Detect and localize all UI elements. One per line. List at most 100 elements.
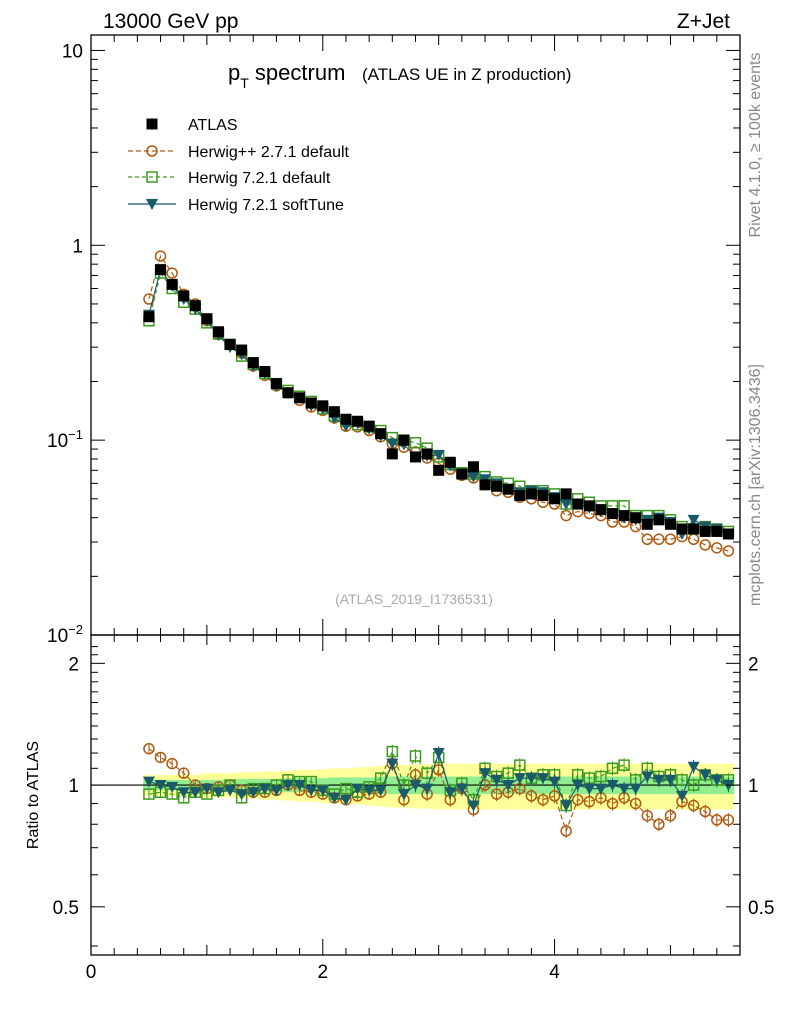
ratio-point-softtune — [235, 789, 248, 801]
ratio-point-herwig721 — [340, 782, 352, 795]
y-tick-label-ratio: 2 — [68, 654, 79, 675]
point-atlas — [630, 512, 642, 524]
ratio-point-softtune — [455, 783, 468, 795]
point-atlas — [456, 468, 468, 480]
ratio-point-softtune — [687, 761, 700, 773]
point-atlas — [166, 278, 178, 290]
ratio-point-herwigpp — [664, 809, 677, 822]
chart-title: pT spectrum — [228, 60, 345, 91]
x-tick-label: 4 — [549, 962, 560, 983]
point-herwigpp — [154, 250, 167, 262]
point-atlas — [433, 464, 445, 476]
ratio-point-softtune — [282, 780, 295, 792]
ratio-point-softtune — [258, 783, 271, 795]
ratio-point-herwigpp — [560, 825, 572, 837]
point-atlas — [653, 514, 665, 526]
ratio-point-softtune — [560, 800, 573, 812]
legend: ATLAS Herwig++ 2.7.1 default Herwig 7.2.1 … — [128, 117, 350, 214]
mcplots-label: mcplots.cern.ch [arXiv:1306.3436] — [747, 364, 764, 606]
point-atlas — [595, 504, 607, 516]
point-softtune — [560, 499, 573, 511]
ratio-point-herwigpp — [583, 795, 596, 808]
point-atlas — [560, 488, 572, 500]
ratio-point-herwig721 — [618, 759, 630, 771]
y-tick-label-ratio-right: 2 — [748, 654, 759, 675]
point-atlas — [583, 500, 595, 512]
ratio-point-herwigpp — [143, 742, 155, 755]
ratio-point-herwigpp — [687, 799, 700, 812]
point-atlas — [479, 479, 491, 491]
point-atlas — [305, 397, 317, 409]
point-atlas — [363, 420, 375, 432]
energy-label: 13000 GeV pp — [103, 10, 238, 33]
point-atlas — [676, 523, 688, 535]
ratio-point-softtune — [154, 780, 167, 792]
ratio-point-herwig721 — [409, 750, 422, 762]
ratio-point-herwig721 — [606, 762, 619, 775]
point-atlas — [421, 448, 433, 460]
ratio-point-softtune — [421, 783, 434, 795]
point-atlas — [525, 488, 537, 500]
line-softtune — [148, 268, 729, 535]
point-atlas — [282, 387, 294, 399]
ratio-point-softtune — [513, 773, 526, 785]
ratio-point-softtune — [177, 787, 190, 799]
legend-entry-atlas: ATLAS — [146, 117, 238, 134]
legend-marker-atlas — [146, 118, 158, 130]
point-atlas — [155, 264, 167, 276]
ratio-point-herwigpp — [154, 751, 167, 764]
point-atlas — [514, 489, 526, 501]
ratio-point-softtune — [536, 773, 549, 785]
ratio-point-softtune — [270, 785, 283, 797]
point-atlas — [549, 493, 561, 505]
ratio-point-softtune — [444, 787, 457, 799]
point-atlas — [699, 525, 711, 537]
point-atlas — [398, 434, 410, 446]
ratio-axis-label: Ratio to ATLAS — [25, 741, 42, 849]
process-label: Z+Jet — [677, 10, 730, 33]
ratio-point-herwigpp — [629, 797, 642, 810]
point-softtune — [432, 449, 445, 461]
point-softtune — [467, 471, 480, 483]
point-atlas — [607, 508, 619, 520]
ratio-point-softtune — [142, 776, 155, 788]
ratio-point-softtune — [212, 787, 225, 799]
point-atlas — [467, 461, 479, 473]
point-softtune — [386, 438, 399, 450]
ratio-point-softtune — [409, 780, 422, 792]
y-tick-label-ratio-right: 0.5 — [748, 898, 774, 919]
ratio-point-softtune — [548, 776, 561, 788]
y-tick-label-main: 10−1 — [47, 427, 83, 452]
series-atlas — [143, 264, 734, 540]
point-herwigpp — [687, 533, 700, 546]
point-atlas — [259, 366, 271, 378]
point-atlas — [352, 415, 364, 427]
legend-label: Herwig 7.2.1 softTune — [188, 197, 344, 214]
point-atlas — [722, 528, 734, 540]
ratio-point-softtune — [200, 783, 213, 795]
ratio-point-softtune — [224, 785, 237, 797]
point-atlas — [444, 456, 456, 468]
ratio-point-softtune — [571, 780, 584, 792]
legend-entry-herwigpp: Herwig++ 2.7.1 default — [128, 144, 350, 161]
point-atlas — [502, 483, 514, 495]
point-atlas — [294, 392, 306, 404]
point-herwigpp — [653, 533, 665, 546]
point-atlas — [618, 510, 630, 522]
legend-entry-softtune: Herwig 7.2.1 softTune — [128, 197, 344, 214]
point-herwigpp — [560, 509, 572, 522]
point-atlas — [178, 290, 190, 302]
y-tick-label-ratio: 0.5 — [53, 898, 79, 919]
y-tick-label-main: 1 — [72, 236, 83, 257]
ratio-point-softtune — [351, 783, 364, 795]
ratio-point-herwig721 — [386, 745, 399, 758]
ratio-point-softtune — [676, 790, 689, 802]
ratio-point-softtune — [166, 781, 179, 793]
point-herwigpp — [699, 539, 711, 551]
ratio-point-herwigpp — [653, 818, 665, 831]
ratio-point-softtune — [618, 783, 631, 795]
point-atlas — [212, 326, 224, 338]
ratio-point-softtune — [629, 783, 642, 795]
ratio-point-softtune — [583, 783, 596, 795]
ratio-point-herwig721 — [687, 779, 700, 791]
